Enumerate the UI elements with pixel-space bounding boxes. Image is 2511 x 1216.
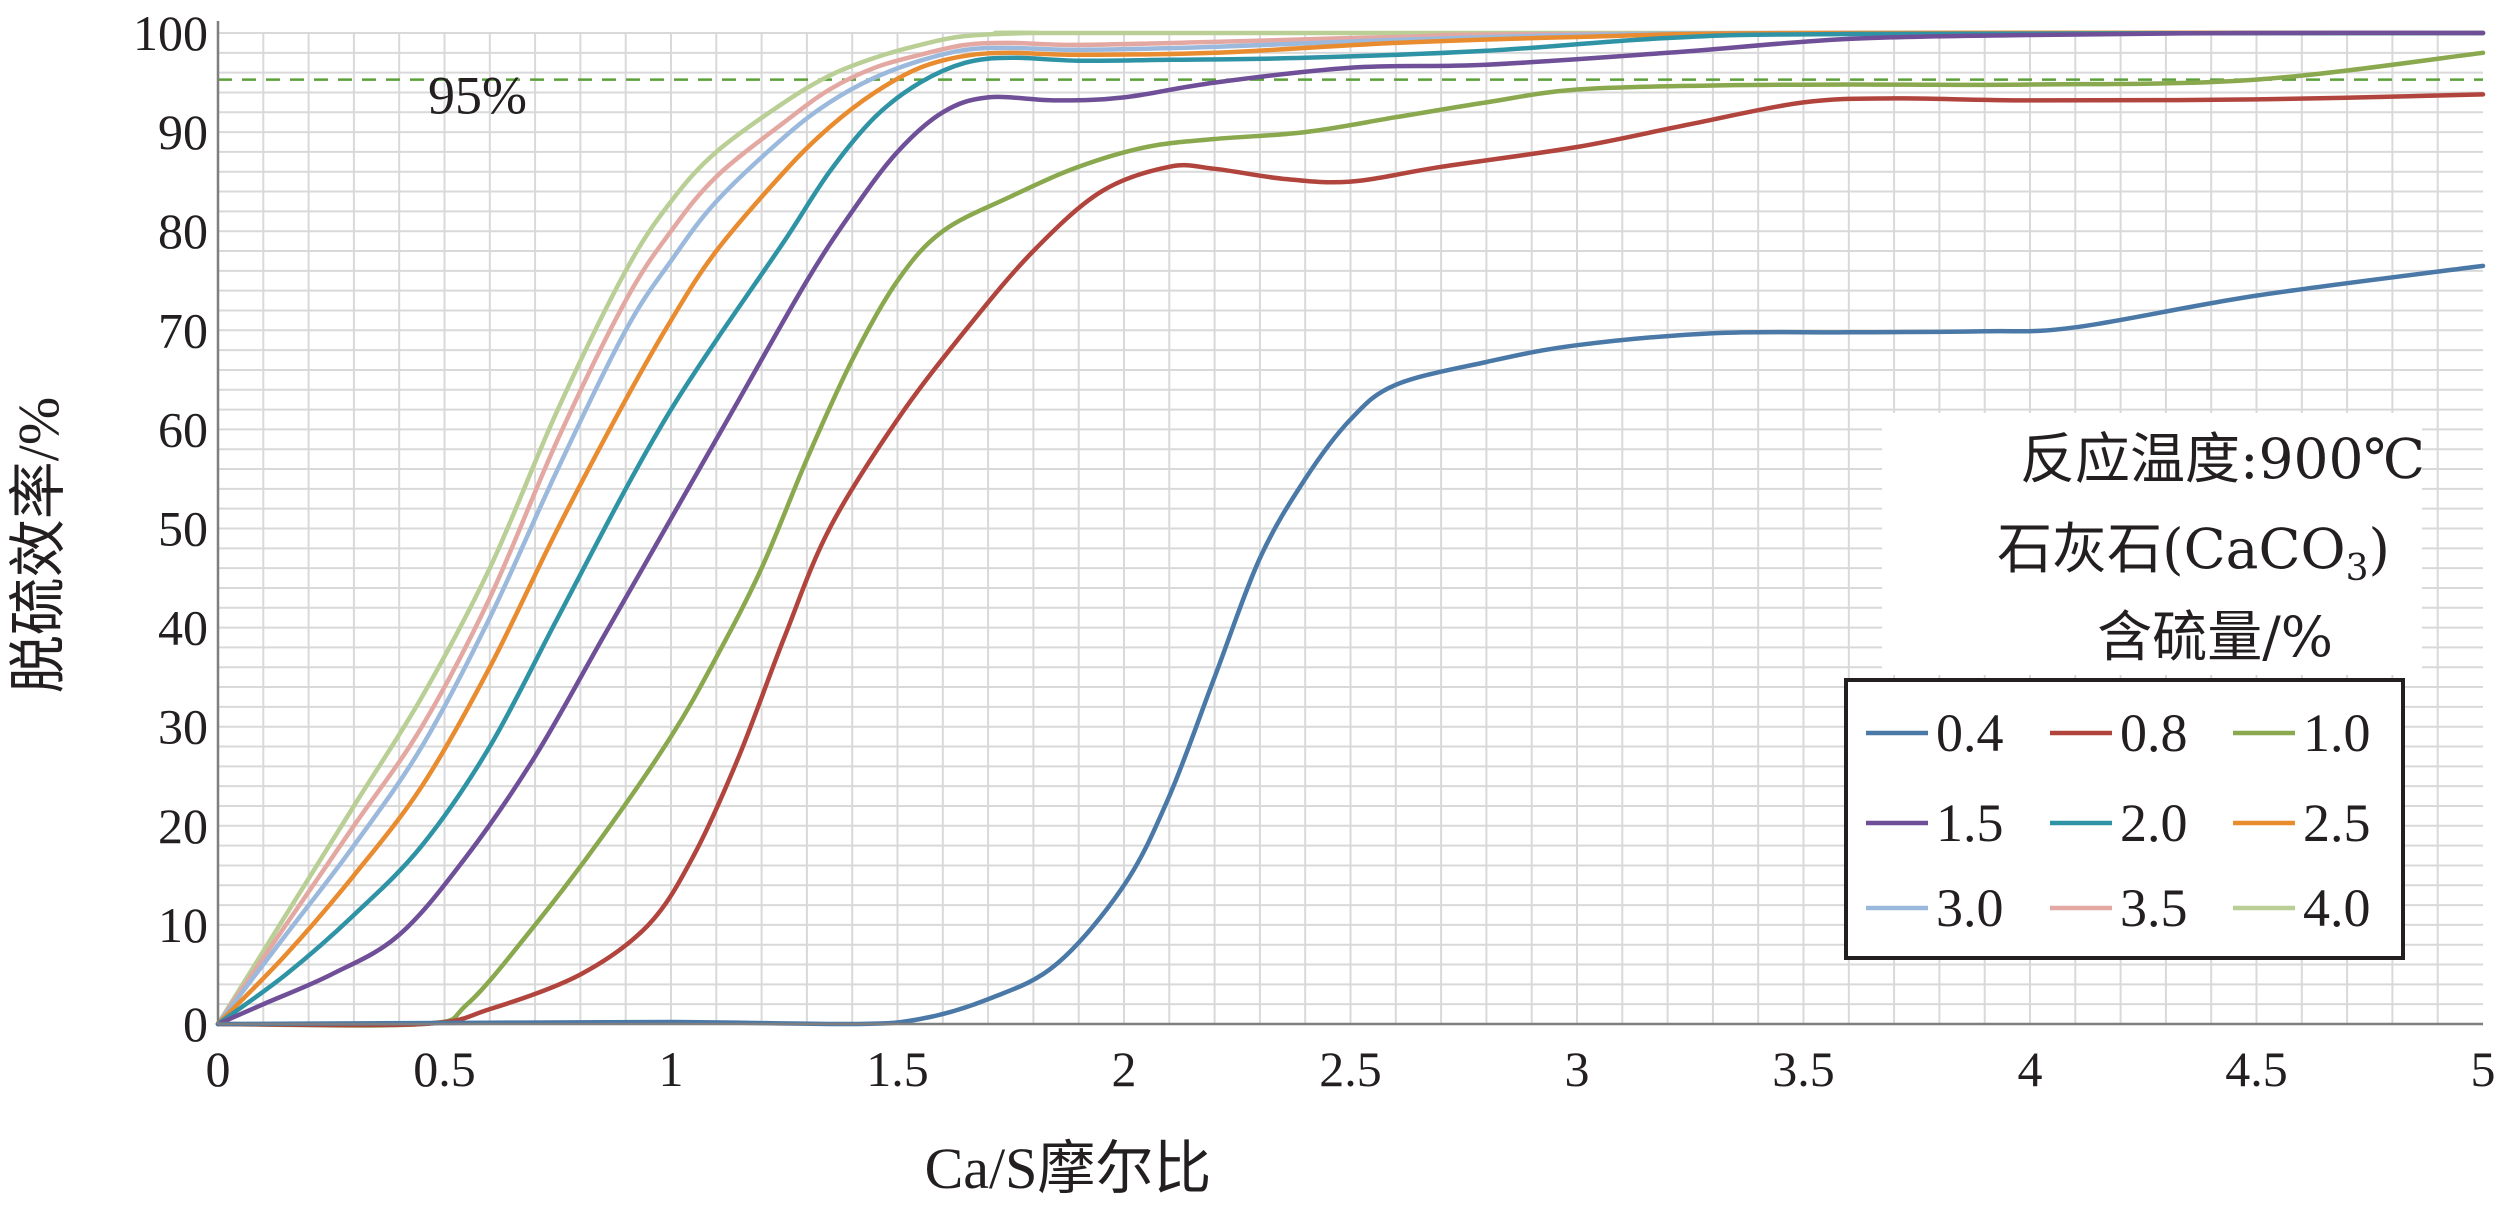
x-tick-label: 4 — [2018, 1041, 2043, 1097]
y-tick-label: 10 — [158, 897, 208, 953]
series-line-2.0 — [215, 30, 2486, 1027]
y-tick-label: 40 — [158, 600, 208, 656]
y-tick-label: 30 — [158, 699, 208, 755]
series-line-0.8 — [215, 92, 2486, 1028]
series-line-3.5 — [215, 30, 2486, 1027]
legend-label-1.5: 1.5 — [1936, 793, 2004, 853]
legend-label-2.5: 2.5 — [2303, 793, 2371, 853]
y-tick-labels: 0 10 20 30 40 50 60 70 80 90 100 — [133, 5, 208, 1052]
series-lines — [215, 30, 2486, 1028]
legend-label-0.4: 0.4 — [1936, 703, 2004, 763]
axes — [216, 21, 2483, 1026]
legend-label-3.5: 3.5 — [2120, 878, 2188, 938]
legend-label-0.8: 0.8 — [2120, 703, 2188, 763]
legend: 0.4 0.8 1.0 1.5 2.0 2.5 3.0 3.5 4.0 — [1844, 678, 2405, 960]
series-line-2.5 — [215, 30, 2486, 1027]
y-tick-label: 0 — [183, 996, 208, 1052]
x-tick-label: 0.5 — [413, 1041, 476, 1097]
x-tick-label: 2 — [1112, 1041, 1137, 1097]
series-line-4.0 — [215, 30, 2486, 1027]
legend-label-4.0: 4.0 — [2303, 878, 2371, 938]
annotation-sorbent: 石灰石(CaCO3) — [1997, 517, 2390, 589]
y-tick-label: 80 — [158, 203, 208, 259]
x-tick-label: 3 — [1565, 1041, 1590, 1097]
y-tick-label: 50 — [158, 501, 208, 557]
x-tick-label: 2.5 — [1319, 1041, 1382, 1097]
x-tick-labels: 0 0.5 1 1.5 2 2.5 3 3.5 4 4.5 5 — [206, 1041, 2496, 1097]
y-tick-label: 60 — [158, 401, 208, 457]
x-tick-label: 3.5 — [1772, 1041, 1835, 1097]
legend-box — [1844, 678, 2405, 960]
x-tick-label: 1 — [659, 1041, 684, 1097]
legend-label-2.0: 2.0 — [2120, 793, 2188, 853]
annotation-temperature: 反应温度:900℃ — [2020, 427, 2425, 491]
y-tick-label: 100 — [133, 5, 208, 61]
y-axis-title: 脱硫效率/% — [6, 397, 71, 693]
y-tick-label: 90 — [158, 104, 208, 160]
reference-line-label: 95% — [428, 66, 527, 126]
y-tick-label: 20 — [158, 798, 208, 854]
annotation-sulfur-content: 含硫量/% — [2097, 605, 2333, 669]
legend-label-3.0: 3.0 — [1936, 878, 2004, 938]
x-tick-label: 4.5 — [2225, 1041, 2288, 1097]
y-tick-label: 70 — [158, 302, 208, 358]
x-tick-label: 5 — [2471, 1041, 2496, 1097]
series-line-1.0 — [215, 50, 2486, 1028]
legend-label-1.0: 1.0 — [2303, 703, 2371, 763]
x-tick-label: 0 — [206, 1041, 231, 1097]
annotation-box — [1882, 413, 2422, 675]
x-tick-label: 1.5 — [866, 1041, 929, 1097]
x-axis-title: Ca/S摩尔比 — [925, 1136, 1212, 1201]
reference-line-group: 95% — [218, 66, 2483, 126]
series-line-1.5 — [215, 30, 2486, 1027]
